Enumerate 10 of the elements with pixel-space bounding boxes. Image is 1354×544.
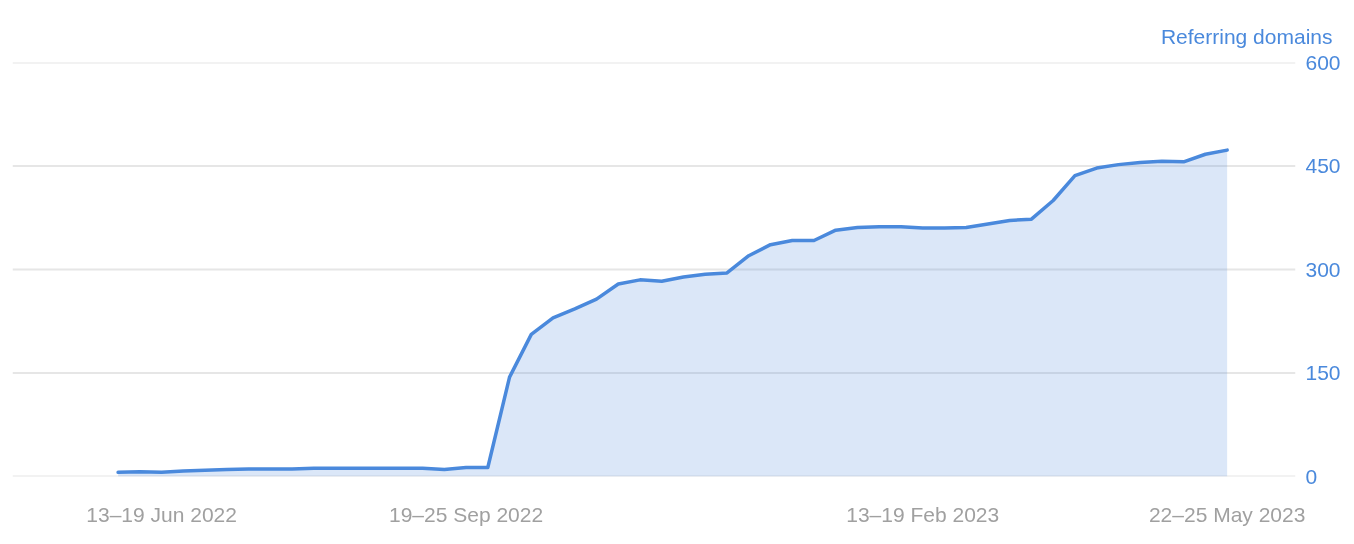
x-tick-label: 22–25 May 2023: [1148, 502, 1306, 526]
x-tick-label: 13–19 Jun 2022: [86, 502, 237, 526]
y-axis-title: Referring domains: [1160, 24, 1333, 48]
y-tick-label: 300: [1305, 257, 1341, 281]
y-tick-label: 600: [1305, 50, 1341, 74]
y-tick-label: 0: [1305, 464, 1318, 488]
y-tick-label: 450: [1305, 154, 1341, 177]
y-tick-label: 150: [1305, 361, 1341, 384]
x-tick-label: 13–19 Feb 2023: [846, 502, 1000, 526]
x-tick-label: 19–25 Sep 2022: [388, 502, 544, 526]
